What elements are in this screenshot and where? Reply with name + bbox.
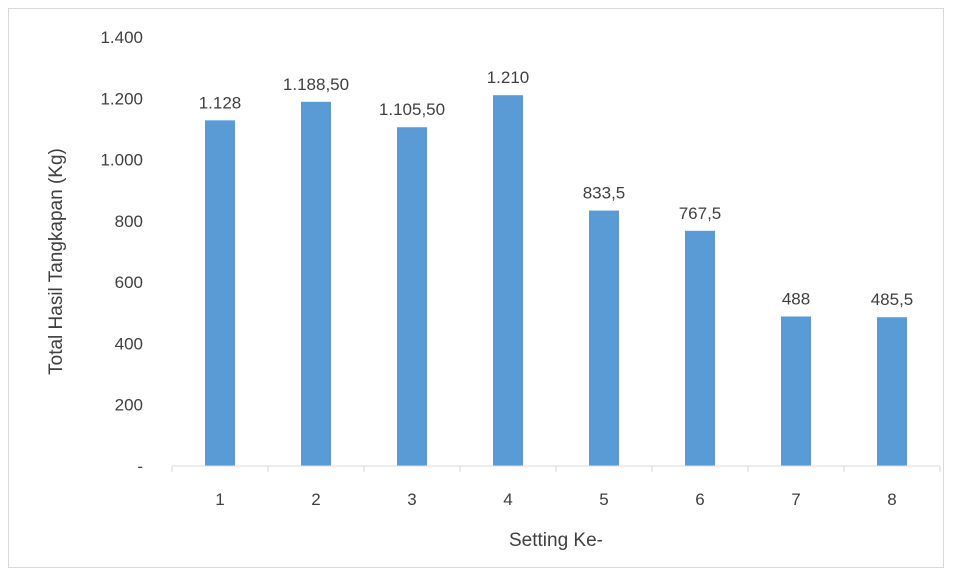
data-labels: 1.128 1.188,50 1.105,50 1.210 833,5 767,5 488 4… xyxy=(199,68,914,309)
chart-frame xyxy=(8,8,944,568)
data-label: 488 xyxy=(782,289,810,308)
data-label: 1.128 xyxy=(199,93,242,112)
y-tick-label: 1.400 xyxy=(100,28,143,47)
y-tick-label: 1.000 xyxy=(100,151,143,170)
y-tick-label: 800 xyxy=(115,212,143,231)
bar xyxy=(589,210,619,466)
y-tick-label: 600 xyxy=(115,273,143,292)
x-tick-label: 1 xyxy=(215,490,224,509)
bar xyxy=(877,317,907,466)
x-axis-title: Setting Ke- xyxy=(509,530,603,551)
x-tick-label: 2 xyxy=(311,490,320,509)
data-label: 767,5 xyxy=(679,204,722,223)
x-tick-label: 3 xyxy=(407,490,416,509)
data-label: 485,5 xyxy=(871,290,914,309)
y-axis-title: Total Hasil Tangkapan (Kg) xyxy=(46,148,67,375)
data-label: 833,5 xyxy=(583,184,626,203)
bar xyxy=(685,230,715,466)
x-tick-label: 4 xyxy=(503,490,512,509)
y-tick-label: 400 xyxy=(115,334,143,353)
y-axis-ticks: - 200 400 600 800 1.000 1.200 1.400 xyxy=(100,28,143,476)
x-tick-label: 7 xyxy=(791,490,800,509)
bar xyxy=(781,316,811,466)
bar xyxy=(301,101,331,467)
bar xyxy=(205,120,235,466)
bar-series xyxy=(205,95,907,467)
x-tick-label: 6 xyxy=(695,490,704,509)
bar xyxy=(493,95,523,466)
x-axis-ticks: 1 2 3 4 5 6 7 8 xyxy=(171,466,941,509)
y-tick-label: 200 xyxy=(115,396,143,415)
x-tick-label: 5 xyxy=(599,490,608,509)
y-tick-label: - xyxy=(137,457,143,476)
data-label: 1.210 xyxy=(487,68,530,87)
bar xyxy=(397,127,427,466)
data-label: 1.105,50 xyxy=(379,100,445,119)
y-tick-label: 1.200 xyxy=(100,89,143,108)
x-tick-label: 8 xyxy=(887,490,896,509)
data-label: 1.188,50 xyxy=(283,75,349,94)
